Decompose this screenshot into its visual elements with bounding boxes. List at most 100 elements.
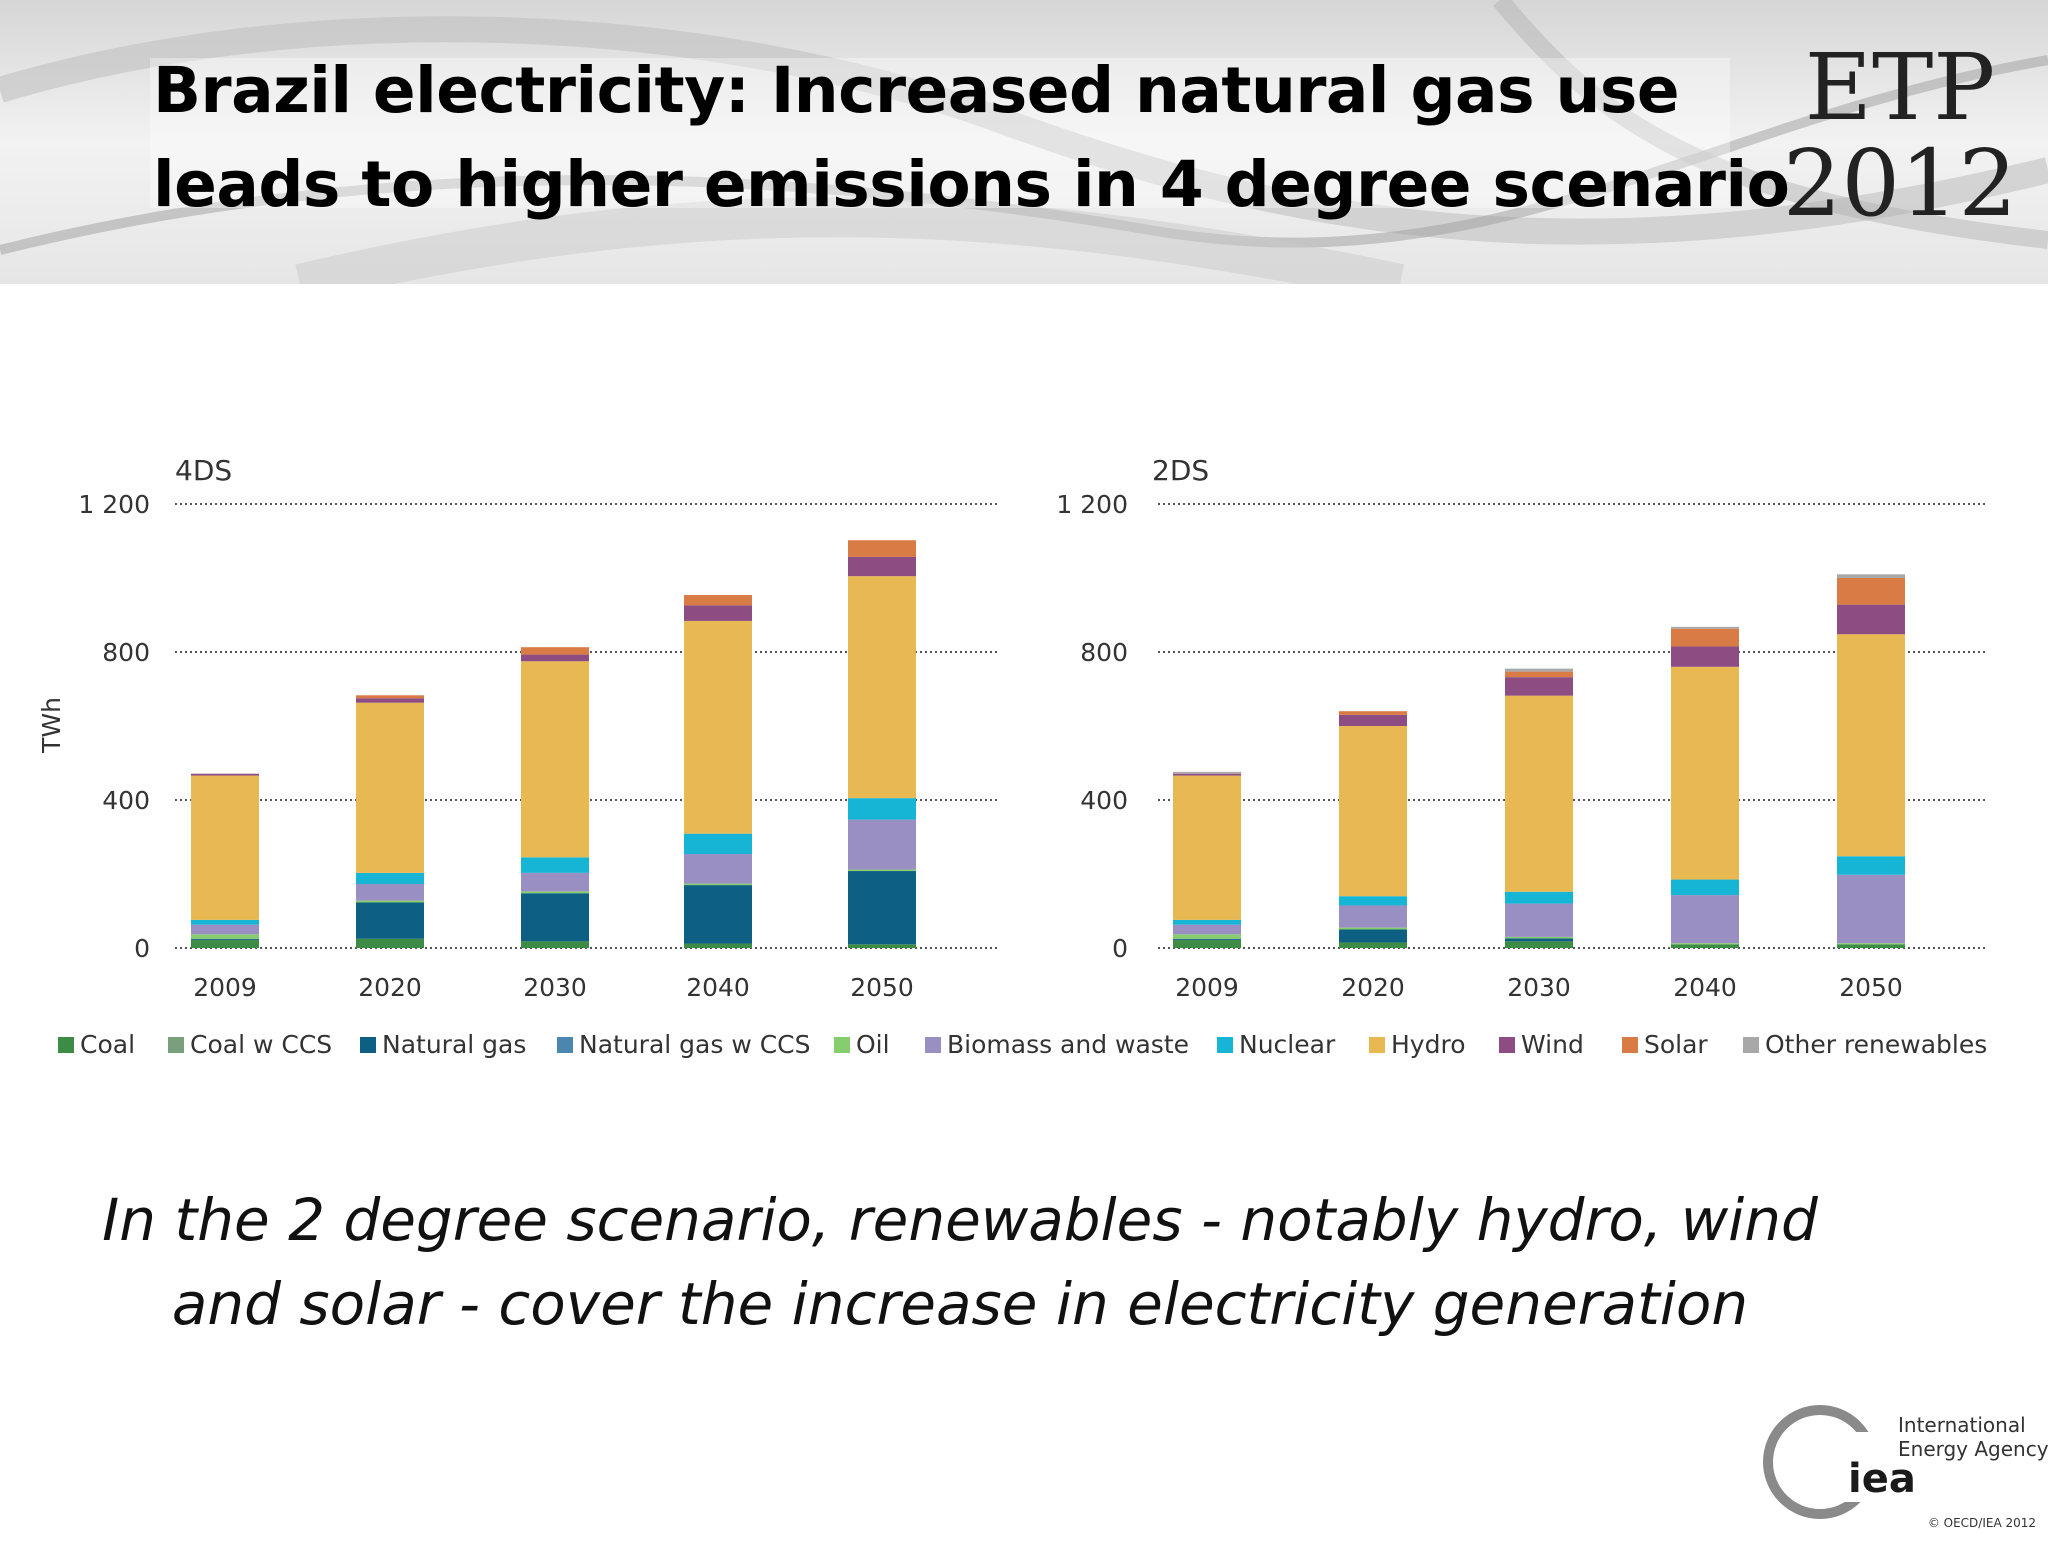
- x-tick-label: 2020: [1341, 973, 1405, 1002]
- y-tick-label: 800: [1080, 638, 1128, 667]
- bar-segment: [1339, 942, 1407, 948]
- bar-segment: [356, 902, 424, 939]
- bar-segment: [356, 883, 424, 901]
- slide-caption: In the 2 degree scenario, renewables - n…: [80, 1178, 1840, 1346]
- x-tick-label: 2040: [686, 973, 750, 1002]
- legend-swatch: [925, 1037, 941, 1053]
- legend-swatch: [834, 1037, 850, 1053]
- bar-segment: [1671, 646, 1739, 667]
- caption-line1: In the 2 degree scenario, renewables - n…: [102, 1186, 1818, 1254]
- bar-segment: [848, 869, 916, 872]
- panel-label: 4DS: [175, 454, 232, 487]
- slide-title-line2: leads to higher emissions in 4 degree sc…: [153, 148, 1790, 221]
- bar-segment: [848, 944, 916, 948]
- bar-segment: [1173, 919, 1241, 925]
- bar-segment: [191, 919, 259, 925]
- x-tick-label: 2050: [1839, 973, 1903, 1002]
- x-tick-label: 2030: [523, 973, 587, 1002]
- bar-segment: [1173, 924, 1241, 935]
- legend-swatch: [168, 1037, 184, 1053]
- bar-segment: [1837, 574, 1905, 578]
- x-tick-label: 2040: [1673, 973, 1737, 1002]
- bar-segment: [684, 883, 752, 886]
- legend-swatch: [1622, 1037, 1638, 1053]
- bar-segment: [356, 938, 424, 948]
- bar-segment: [1671, 895, 1739, 944]
- bar-segment: [191, 775, 259, 920]
- bar-segment: [356, 695, 424, 699]
- bar-segment: [521, 872, 589, 892]
- iea-ring-gap: [1844, 1432, 1904, 1502]
- bar-segment: [1173, 771, 1241, 774]
- legend-label: Coal: [80, 1030, 135, 1059]
- legend-label: Natural gas: [382, 1030, 526, 1059]
- bar-segment: [356, 698, 424, 703]
- bar-segment: [1505, 903, 1573, 937]
- etp-logo-line2: 2012: [1782, 130, 2018, 237]
- y-tick-label: 0: [134, 934, 150, 963]
- iea-logo-graphic: iea International Energy Agency: [1763, 1405, 2048, 1519]
- slide-title-line1: Brazil electricity: Increased natural ga…: [153, 54, 1680, 127]
- bar-segment: [684, 943, 752, 948]
- bar-segment: [684, 854, 752, 884]
- legend-swatch: [360, 1037, 376, 1053]
- bar-segment: [191, 924, 259, 935]
- bar-segment: [1671, 626, 1739, 629]
- bar-segment: [1339, 927, 1407, 930]
- slide-title: Brazil electricity: Increased natural ga…: [153, 44, 1790, 232]
- bar-segment: [356, 872, 424, 884]
- bar-segment: [684, 885, 752, 944]
- bar-segment: [191, 934, 259, 939]
- legend-swatch: [1217, 1037, 1233, 1053]
- etp-logo-line1: ETP: [1804, 34, 1996, 141]
- bar-segment: [1671, 666, 1739, 880]
- bar-segment: [1173, 773, 1241, 776]
- bar-segment: [1671, 628, 1739, 647]
- bar-segment: [521, 857, 589, 873]
- legend-label: Oil: [856, 1030, 890, 1059]
- bar-segment: [1505, 671, 1573, 678]
- legend-label: Hydro: [1391, 1030, 1466, 1059]
- header-background: [0, 0, 2048, 284]
- bar-segment: [1505, 938, 1573, 942]
- bar-segment: [1671, 943, 1739, 945]
- legend-label: Nuclear: [1239, 1030, 1336, 1059]
- bar-segment: [1671, 944, 1739, 948]
- bar-segment: [1505, 677, 1573, 696]
- bar-segment: [521, 654, 589, 662]
- bar-segment: [521, 647, 589, 655]
- bar-segment: [848, 819, 916, 870]
- bar-segment: [1671, 879, 1739, 896]
- x-tick-label: 2050: [850, 973, 914, 1002]
- bar-segment: [1339, 896, 1407, 906]
- iea-logo: iea International Energy Agency: [1760, 1392, 2048, 1536]
- bar-segment: [191, 939, 259, 948]
- bar-segment: [1505, 668, 1573, 672]
- bar-segment: [684, 605, 752, 621]
- bar-segment: [356, 702, 424, 873]
- bar-segment: [1339, 726, 1407, 897]
- legend-swatch: [1369, 1037, 1385, 1053]
- bar-segment: [684, 595, 752, 606]
- y-tick-label: 0: [1112, 934, 1128, 963]
- bar-segment: [1173, 939, 1241, 948]
- y-tick-label: 1 200: [1056, 490, 1128, 519]
- bar-segment: [191, 773, 259, 776]
- bar-segment: [1837, 578, 1905, 605]
- bar-segment: [848, 556, 916, 577]
- bar-segment: [1505, 941, 1573, 948]
- bar-segment: [1505, 695, 1573, 892]
- bar-segment: [1173, 775, 1241, 920]
- panel-label: 2DS: [1152, 454, 1209, 487]
- header-banner: Brazil electricity: Increased natural ga…: [0, 0, 2048, 284]
- iea-name-line2: Energy Agency: [1898, 1437, 2048, 1461]
- legend-label: Wind: [1521, 1030, 1584, 1059]
- legend-swatch: [1743, 1037, 1759, 1053]
- bar-segment: [1837, 856, 1905, 875]
- bar-segment: [1339, 905, 1407, 928]
- legend-label: Solar: [1644, 1030, 1708, 1059]
- y-tick-label: 800: [102, 638, 150, 667]
- iea-logo-mark: iea: [1848, 1456, 1916, 1502]
- bar-segment: [1837, 944, 1905, 948]
- bar-segment: [848, 871, 916, 945]
